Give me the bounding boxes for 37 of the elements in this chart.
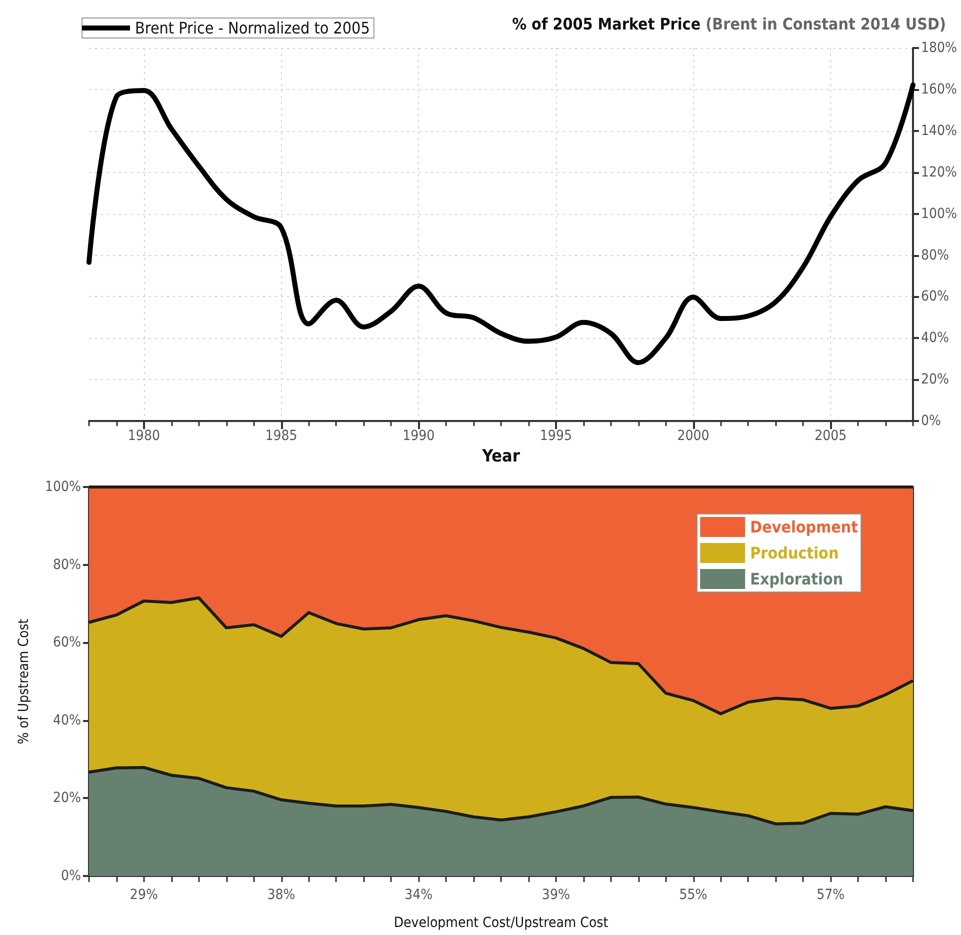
x-tick-label: 2005 <box>814 428 847 444</box>
chart-subtitle: (Brent in Constant 2014 USD) <box>706 14 946 34</box>
y-tick-label: 40% <box>53 712 82 728</box>
y-tick-label: 60% <box>921 288 950 305</box>
x-tick-label: 29% <box>130 887 158 903</box>
x-tick-label: 38% <box>267 887 296 903</box>
x-axis-title: Year <box>481 446 520 466</box>
y-tick-label: 0% <box>921 413 942 430</box>
legend-label: Exploration <box>750 570 844 588</box>
y-tick-label: 80% <box>921 247 950 264</box>
y-axis-title: % of Upstream Cost <box>16 618 32 744</box>
y-tick-label: 20% <box>53 790 82 806</box>
y-tick-label: 160% <box>921 81 958 98</box>
x-tick-label: 57% <box>816 887 845 903</box>
y-tick-label: 0% <box>61 868 82 884</box>
legend-label: Brent Price - Normalized to 2005 <box>135 18 370 38</box>
y-tick-label: 140% <box>921 122 958 139</box>
y-tick-label: 120% <box>921 164 958 180</box>
x-tick-label: 55% <box>679 887 708 903</box>
y-tick-label: 180% <box>921 40 958 56</box>
y-tick-label: 100% <box>44 479 82 495</box>
y-tick-label: 80% <box>53 556 82 573</box>
x-tick-label: 39% <box>542 887 570 903</box>
y-tick-label: 40% <box>921 330 950 346</box>
y-tick-label: 60% <box>53 634 82 651</box>
y-tick-label: 20% <box>921 372 950 388</box>
x-tick-label: 1980 <box>128 428 160 444</box>
legend-label: Production <box>750 544 839 562</box>
x-tick-label: 2000 <box>677 428 710 444</box>
y-tick-label: 100% <box>921 206 958 222</box>
x-axis-title: Development Cost/Upstream Cost <box>394 915 608 931</box>
x-tick-label: 1995 <box>540 428 572 444</box>
x-tick-label: 34% <box>404 887 433 903</box>
legend-label: Development <box>750 518 858 536</box>
x-tick-label: 1990 <box>402 428 435 444</box>
chart-title: % of 2005 Market Price <box>512 14 701 34</box>
x-tick-label: 1985 <box>265 428 298 444</box>
